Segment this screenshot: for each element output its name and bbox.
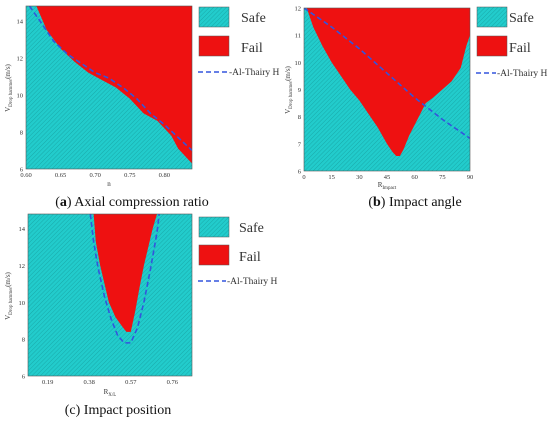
y-tick-labels: 6 8 10 12 14 (19, 226, 26, 380)
x-tick-label: 0.19 (42, 379, 53, 386)
y-tick-label: 14 (17, 18, 24, 25)
caption-c: (c) Impact position (65, 403, 172, 418)
x-tick-label: 30 (356, 174, 363, 181)
y-tick-label: 6 (298, 169, 302, 176)
y-tick-label: 14 (19, 226, 26, 233)
legend-safe-swatch (198, 6, 230, 28)
x-tick-label: 75 (439, 174, 446, 181)
y-axis-label: VDrop hammer(m/s) (284, 65, 294, 113)
caption-a: (a) Axial compression ratio (55, 195, 209, 210)
al-thairy-line (89, 214, 160, 344)
x-tick-label: 45 (384, 174, 391, 181)
y-axis-label: VDrop hammer(m/s) (4, 63, 14, 111)
plot-frame (25, 5, 193, 170)
legend-safe-label: Safe (239, 221, 264, 236)
y-tick-label: 7 (298, 141, 302, 148)
y-tick-label: 12 (19, 263, 26, 270)
y-tick-label: 10 (295, 60, 302, 67)
legend-line-label: -Al-Thairy H (229, 68, 280, 78)
x-tick-label: 0.70 (89, 172, 100, 179)
x-tick-label: 0 (302, 174, 305, 181)
plot-frame (303, 7, 471, 172)
caption-b: (b) Impact angle (368, 195, 461, 210)
legend-safe-swatch (476, 6, 508, 28)
y-tick-label: 6 (22, 374, 26, 381)
x-tick-label: 15 (328, 174, 335, 181)
legend-fail-label: Fail (241, 41, 263, 56)
x-tick-label: 60 (411, 174, 418, 181)
y-tick-label: 10 (17, 92, 24, 99)
y-tick-labels: 6 7 8 9 10 11 12 (295, 6, 302, 176)
x-axis-label: RX/L (104, 388, 117, 398)
legend-safe-label: Safe (509, 11, 534, 26)
plot-frame (27, 213, 193, 377)
x-tick-label: 0.60 (20, 172, 31, 179)
legend-safe-label: Safe (241, 11, 266, 26)
legend-line-label: -Al-Thairy H (227, 277, 278, 287)
y-tick-label: 9 (298, 87, 301, 94)
y-tick-label: 12 (17, 55, 24, 62)
y-axis-label: VDrop hammer(m/s) (4, 271, 14, 319)
x-tick-label: 0.38 (84, 379, 95, 386)
x-tick-label: 90 (467, 174, 474, 181)
legend-fail-swatch (476, 35, 508, 57)
fail-region (93, 214, 158, 332)
x-tick-labels: 0.60 0.65 0.70 0.75 0.80 (20, 172, 170, 179)
y-tick-label: 10 (19, 300, 26, 307)
panel-axial-compression-ratio: 0.60 0.65 0.70 0.75 0.80 6 8 10 12 14 n VDrop ha… (4, 5, 280, 210)
x-tick-label: 0.75 (124, 172, 135, 179)
al-thairy-line (304, 8, 470, 140)
legend-fail-label: Fail (509, 41, 531, 56)
y-tick-label: 8 (22, 337, 25, 344)
x-tick-label: 0.65 (55, 172, 66, 179)
x-axis-label: RImpact (378, 181, 397, 191)
legend-line-label: -Al-Thairy H (497, 69, 548, 79)
panel-impact-position: 0.19 0.38 0.57 0.76 6 8 10 12 14 RX/L VDrop ham… (4, 213, 278, 418)
y-tick-labels: 6 8 10 12 14 (17, 18, 24, 173)
y-tick-label: 8 (20, 129, 23, 136)
x-tick-label: 0.57 (125, 379, 137, 386)
y-tick-label: 6 (20, 167, 24, 174)
x-tick-label: 0.76 (167, 379, 179, 386)
legend-fail-swatch (198, 35, 230, 57)
legend-safe-swatch (198, 216, 230, 238)
fail-region (36, 6, 192, 164)
y-tick-label: 12 (295, 6, 302, 13)
y-tick-label: 8 (298, 114, 301, 121)
x-tick-labels: 0.19 0.38 0.57 0.76 (42, 379, 179, 386)
y-tick-label: 11 (295, 33, 301, 40)
panel-impact-angle: 0 15 30 45 60 75 90 6 7 8 9 10 11 12 RImpact VDrop h… (284, 6, 548, 211)
legend-fail-swatch (198, 244, 230, 266)
al-thairy-line (28, 6, 192, 152)
x-tick-label: 0.80 (159, 172, 170, 179)
fail-region (306, 8, 470, 157)
legend-fail-label: Fail (239, 250, 261, 265)
x-tick-labels: 0 15 30 45 60 75 90 (302, 174, 473, 181)
x-axis-label: n (107, 180, 111, 188)
